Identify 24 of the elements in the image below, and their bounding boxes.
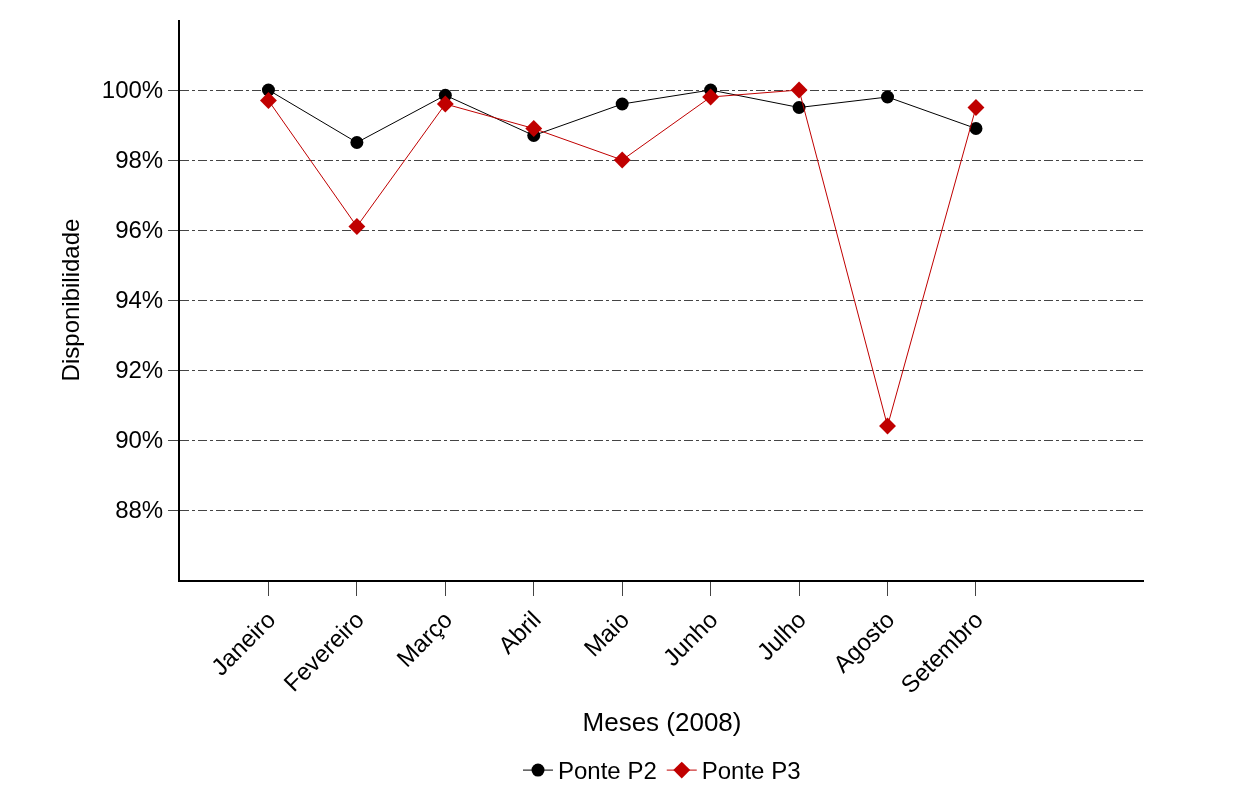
y-axis-title: Disponibilidade bbox=[57, 218, 85, 382]
point bbox=[967, 99, 985, 116]
legend-label: Ponte P3 bbox=[701, 757, 801, 785]
point bbox=[348, 218, 366, 235]
point bbox=[790, 81, 808, 99]
point bbox=[881, 90, 895, 104]
x-axis-title: Meses (2008) bbox=[582, 706, 742, 737]
y-tick-label: 90% bbox=[115, 426, 164, 454]
y-tick-label: 98% bbox=[115, 146, 164, 174]
point bbox=[615, 97, 629, 111]
point bbox=[879, 417, 896, 435]
point bbox=[702, 88, 720, 106]
point bbox=[350, 136, 364, 149]
y-tick-label: 96% bbox=[115, 216, 164, 244]
point bbox=[259, 92, 277, 109]
y-tick-label: 100% bbox=[101, 76, 164, 104]
y-tick-label: 88% bbox=[115, 496, 164, 524]
y-tick-label: 92% bbox=[115, 356, 164, 384]
point bbox=[525, 120, 543, 137]
point bbox=[613, 151, 631, 169]
point bbox=[436, 95, 454, 113]
y-tick-label: 94% bbox=[115, 286, 164, 314]
point bbox=[969, 122, 983, 135]
legend-label: Ponte P2 bbox=[558, 757, 657, 785]
